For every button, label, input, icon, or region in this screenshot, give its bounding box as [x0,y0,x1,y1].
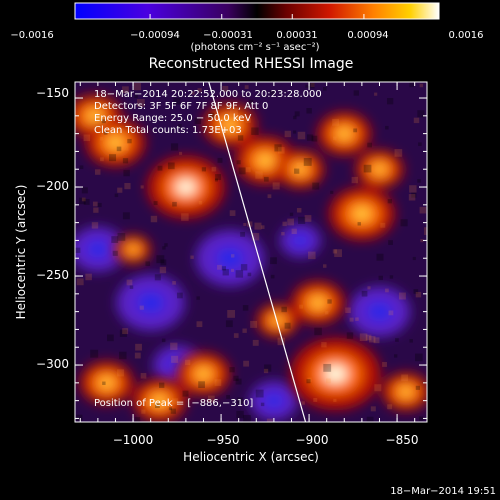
colorbar-tick-label: −0.00031 [203,30,253,41]
colorbar-unit: (photons cm⁻² s⁻¹ asec⁻²) [190,42,319,53]
solar-limb-line [208,82,307,422]
y-tick-label: −150 [36,86,69,100]
x-tick-label: −1000 [113,433,154,447]
y-axis-label: Heliocentric Y (arcsec) [14,185,28,320]
clean-counts-annotation: Clean Total counts: 1.73E+03 [94,125,242,136]
x-tick-label: −900 [296,433,329,447]
colorbar-tick-label: −0.00094 [130,30,180,41]
cold-core [136,291,165,314]
cold-core [366,301,393,322]
hot-core [399,386,413,397]
y-tick-label: −300 [36,357,69,371]
hot-core [310,297,326,309]
cold-core [264,392,284,409]
detectors-annotation: Detectors: 3F 5F 6F 7F 8F 9F, Att 0 [94,101,268,112]
cold-core [215,247,244,270]
hot-core [222,119,238,131]
hot-core [353,207,371,221]
hot-core [152,395,167,407]
colorbar-tick-label: −0.0016 [10,30,53,41]
hot-core [99,377,114,389]
peak-position-annotation: Position of Peak = [−886,−310] [94,398,253,409]
hot-core [196,368,211,380]
footer-timestamp: 18−Mar−2014 19:51 [390,486,496,497]
hot-core [373,164,386,175]
colorbar-tick-label: 0.00031 [276,30,317,41]
cold-core [291,233,309,248]
x-tick-label: −850 [386,433,419,447]
colorbar-tick-label: 0.00094 [347,30,388,41]
hot-core [257,154,274,167]
y-tick-label: −250 [36,268,69,282]
y-tick-label: −200 [36,179,69,193]
hot-core [293,164,307,175]
colorbar-tick-label: 0.0016 [449,30,484,41]
x-axis-label: Heliocentric X (arcsec) [183,450,319,464]
chart-title: Reconstructed RHESSI Image [149,56,354,72]
time-range-annotation: 18−Mar−2014 20:22:52.000 to 20:23:28.000 [94,89,322,100]
plot-frame [74,81,428,423]
colorbar-ticks [74,14,440,19]
hot-core [337,128,352,140]
hot-core [128,245,138,253]
axis-ticks [75,82,427,422]
colorbar [74,2,440,20]
hot-core [107,136,124,149]
hot-core [87,110,102,122]
cold-core [86,240,110,259]
hot-core [175,179,197,195]
heatmap [75,82,427,422]
x-tick-label: −950 [207,433,240,447]
energy-range-annotation: Energy Range: 25.0 − 50.0 keV [94,113,251,124]
hot-core [271,316,283,325]
hot-core [323,364,348,383]
